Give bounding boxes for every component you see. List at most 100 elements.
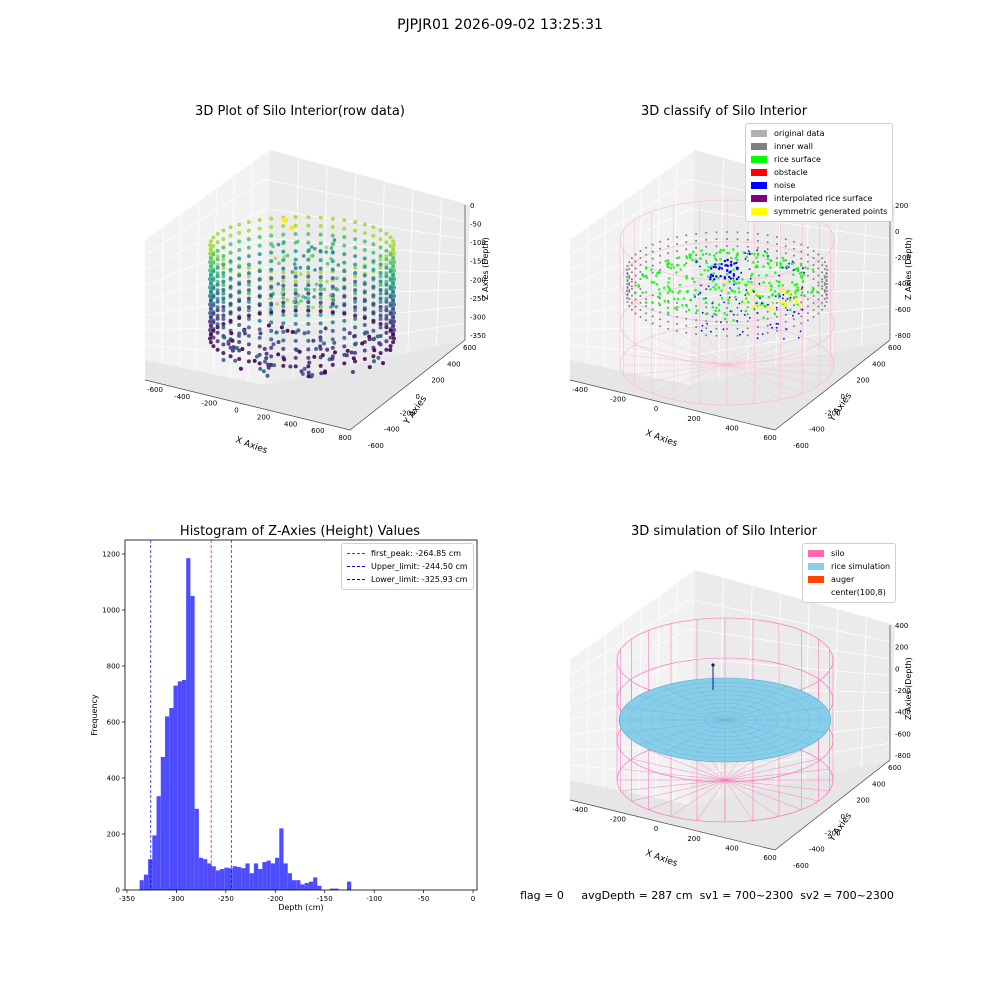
noise-point xyxy=(735,278,739,281)
rice-surface-point xyxy=(678,283,682,287)
data-point xyxy=(314,346,319,351)
rice-surface-point xyxy=(689,299,692,302)
data-point xyxy=(237,340,242,344)
rice-surface-point xyxy=(722,284,726,287)
rice-surface-point xyxy=(790,281,794,284)
data-point xyxy=(215,282,220,287)
rice-surface-point xyxy=(672,266,676,269)
data-point xyxy=(371,354,376,359)
rice-surface-point xyxy=(669,266,672,270)
inner-wall-point xyxy=(630,264,633,267)
data-point xyxy=(329,305,333,309)
surface-mesh-line xyxy=(662,719,726,755)
noise-point xyxy=(797,336,800,339)
inner-wall-point xyxy=(634,312,637,315)
data-point xyxy=(388,235,393,240)
data-point xyxy=(221,313,226,318)
data-point xyxy=(215,330,220,335)
data-point xyxy=(325,347,330,352)
data-point xyxy=(211,277,216,282)
data-point xyxy=(384,296,389,301)
noise-point xyxy=(717,267,721,271)
data-point xyxy=(281,275,286,280)
inner-wall-point xyxy=(821,271,824,274)
data-point xyxy=(342,327,347,332)
inner-wall-point xyxy=(715,231,718,234)
noise-point xyxy=(744,258,747,260)
inner-wall-point xyxy=(756,246,759,249)
inner-wall-point xyxy=(651,264,654,267)
data-point xyxy=(378,313,383,318)
rice-surface-point xyxy=(714,309,717,313)
histogram-bar xyxy=(330,888,335,890)
inner-wall-point xyxy=(766,241,769,244)
noise-point xyxy=(736,320,738,322)
y-tick-label: -400 xyxy=(384,426,400,434)
data-point xyxy=(221,308,226,313)
panel2-z-label: Z Axies (Depth) xyxy=(904,237,913,300)
x-tick-label: 0 xyxy=(654,825,658,833)
rice-surface-point xyxy=(751,261,755,264)
data-point xyxy=(345,348,350,353)
data-point xyxy=(384,316,389,321)
data-point xyxy=(372,348,377,353)
rice-surface-point xyxy=(802,273,805,276)
rice-surface-point xyxy=(682,297,686,300)
data-point xyxy=(293,287,298,292)
rice-surface-point xyxy=(651,301,654,304)
data-point xyxy=(293,308,298,313)
data-point xyxy=(298,265,303,270)
data-point xyxy=(228,267,233,272)
inner-wall-point xyxy=(756,326,759,329)
data-point xyxy=(276,352,281,357)
panel4-rice-surface xyxy=(618,663,832,763)
noise-point xyxy=(782,293,785,296)
floor-pane xyxy=(145,340,465,430)
data-point xyxy=(271,244,275,249)
data-point xyxy=(330,284,335,289)
rice-surface-point xyxy=(677,256,681,259)
panel1-points xyxy=(208,215,396,379)
inner-wall-point xyxy=(639,278,642,280)
rice-surface-point xyxy=(727,298,730,301)
inner-wall-point xyxy=(792,304,795,307)
data-point xyxy=(221,296,226,301)
data-point xyxy=(371,318,376,323)
inner-wall-point xyxy=(817,305,820,308)
histogram-bar xyxy=(283,863,288,890)
y-tick-label: -200 xyxy=(400,409,416,417)
rice-surface-point xyxy=(714,283,718,287)
wireframe-spoke xyxy=(623,364,728,376)
data-point xyxy=(246,308,251,313)
legend-swatch xyxy=(751,208,767,215)
data-point xyxy=(342,303,347,308)
y-tick-label: 0 xyxy=(841,393,845,401)
data-point xyxy=(269,307,273,312)
data-point xyxy=(392,311,396,315)
inner-wall-point xyxy=(812,264,815,266)
data-point xyxy=(312,295,316,299)
data-point xyxy=(306,265,310,269)
data-point xyxy=(318,241,323,246)
data-point xyxy=(388,269,393,274)
histogram-bar xyxy=(173,685,178,890)
data-point xyxy=(257,226,262,231)
noise-point xyxy=(779,295,781,298)
panel4-x-label: X Axies xyxy=(644,848,679,869)
inner-wall-point xyxy=(634,284,637,287)
data-point xyxy=(384,282,389,287)
inner-wall-point xyxy=(634,305,637,308)
noise-point xyxy=(785,328,788,331)
data-point xyxy=(281,338,286,343)
grid-line xyxy=(144,296,266,316)
data-point xyxy=(296,328,301,333)
noise-point xyxy=(719,275,722,278)
data-point xyxy=(330,301,335,306)
noise-point xyxy=(723,275,726,279)
data-point xyxy=(371,310,376,315)
panel3-legend: first_peak: -264.85 cm Upper_limit: -244.… xyxy=(341,543,474,590)
data-point xyxy=(233,358,238,363)
noise-point xyxy=(749,253,751,256)
rice-surface-point xyxy=(753,307,756,311)
symmetric-point xyxy=(749,289,753,293)
